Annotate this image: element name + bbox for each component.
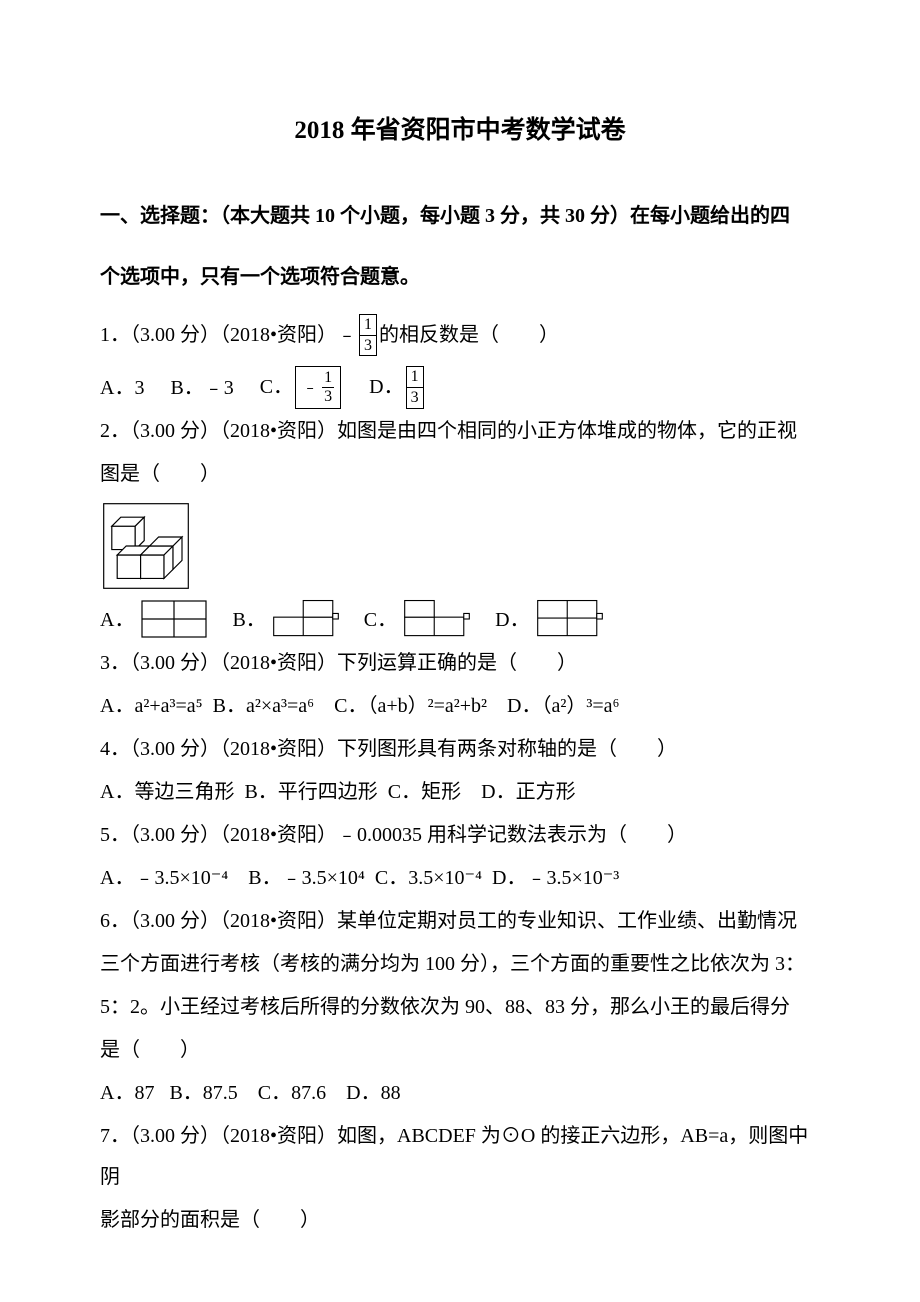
exam-title: 2018 年省资阳市中考数学试卷 [100, 105, 820, 156]
q1-suffix: 的相反数是（ ） [379, 315, 559, 356]
question-5-options: A．﹣3.5×10⁻⁴ B．﹣3.5×10⁴ C．3.5×10⁻⁴ D．﹣3.5… [100, 858, 820, 899]
cubes-3d-figure [100, 501, 192, 591]
q2-option-b: B． [232, 597, 341, 641]
q6-option-b: B．87.5 [169, 1082, 237, 1104]
q5-option-b: B．﹣3.5×10⁴ [248, 867, 365, 889]
q5-option-c: C．3.5×10⁻⁴ [375, 867, 482, 889]
q1-option-a: A．3 [100, 368, 144, 409]
q6-option-d: D．88 [346, 1082, 400, 1104]
q6-option-c: C．87.6 [258, 1082, 326, 1104]
q2-option-d: D． [495, 597, 605, 641]
q3-option-c: C．（a+b）²=a²+b² [334, 695, 487, 717]
section-1-header-line1: 一、选择题：（本大题共 10 个小题，每小题 3 分，共 30 分）在每小题给出… [100, 196, 820, 237]
front-view-a [138, 597, 210, 641]
question-6-line2: 三个方面进行考核（考核的满分均为 100 分），三个方面的重要性之比依次为 3： [100, 944, 820, 985]
question-3-options: A．a²+a³=a⁵ B．a²×a³=a⁶ C．（a+b）²=a²+b² D．（… [100, 686, 820, 727]
q2-label-a: A． [100, 600, 134, 641]
q3-option-d: D．（a²）³=a⁶ [507, 695, 619, 717]
q1-option-d-label: D． [369, 367, 403, 408]
q3-option-a: A．a²+a³=a⁵ [100, 695, 203, 717]
q1-option-b: B．﹣3 [170, 368, 233, 409]
front-view-d [534, 597, 606, 641]
q2-option-c: C． [364, 597, 473, 641]
q1-d-num: 1 [407, 367, 423, 388]
question-3-stem: 3．（3.00 分）（2018•资阳）下列运算正确的是（ ） [100, 643, 820, 684]
question-6-line4: 是（ ） [100, 1030, 820, 1071]
front-view-b [270, 597, 342, 641]
question-5-stem: 5．（3.00 分）（2018•资阳）﹣0.00035 用科学记数法表示为（ ） [100, 815, 820, 856]
question-2-options: A． B． C． [100, 597, 820, 641]
q2-label-d: D． [495, 600, 529, 641]
question-2-line1: 2．（3.00 分）（2018•资阳）如图是由四个相同的小正方体堆成的物体，它的… [100, 411, 820, 452]
q6-option-a: A．87 [100, 1082, 154, 1104]
q1-option-c-fraction: ﹣ 1 3 [295, 366, 341, 408]
question-6-options: A．87 B．87.5 C．87.6 D．88 [100, 1073, 820, 1114]
q4-option-b: B．平行四边形 [244, 781, 377, 803]
question-7-line2: 影部分的面积是（ ） [100, 1200, 820, 1241]
q1-prefix: 1．（3.00 分）（2018•资阳）﹣ [100, 315, 357, 356]
minus-icon: ﹣ [302, 379, 318, 397]
front-view-c [401, 597, 473, 641]
q2-label-c: C． [364, 600, 397, 641]
q1-fraction: 1 3 [359, 314, 377, 356]
q4-option-a: A．等边三角形 [100, 781, 234, 803]
q2-option-a: A． [100, 597, 210, 641]
q1-frac-num: 1 [360, 315, 376, 336]
q1-option-d-fraction: 1 3 [406, 366, 424, 408]
q5-option-d: D．﹣3.5×10⁻³ [492, 867, 619, 889]
question-4-options: A．等边三角形 B．平行四边形 C．矩形 D．正方形 [100, 772, 820, 813]
q5-option-a: A．﹣3.5×10⁻⁴ [100, 867, 228, 889]
question-6-line3: 5：2。小王经过考核后所得的分数依次为 90、88、83 分，那么小王的最后得分 [100, 987, 820, 1028]
q1-option-c-label: C． [260, 367, 293, 408]
section-1-header-line2: 个选项中，只有一个选项符合题意。 [100, 257, 820, 298]
q1-frac-den: 3 [360, 336, 376, 356]
q3-option-b: B．a²×a³=a⁶ [213, 695, 315, 717]
question-2-line2: 图是（ ） [100, 454, 820, 495]
question-4-stem: 4．（3.00 分）（2018•资阳）下列图形具有两条对称轴的是（ ） [100, 729, 820, 770]
q4-option-d: D．正方形 [481, 781, 575, 803]
q1-c-den: 3 [322, 388, 334, 406]
q4-option-c: C．矩形 [388, 781, 461, 803]
question-1-stem: 1．（3.00 分）（2018•资阳）﹣ 1 3 的相反数是（ ） [100, 314, 820, 356]
question-1-options: A．3 B．﹣3 C． ﹣ 1 3 D． 1 3 [100, 366, 820, 408]
question-7-line1: 7．（3.00 分）（2018•资阳）如图，ABCDEF 为⊙O 的接正六边形，… [100, 1116, 820, 1198]
q2-label-b: B． [232, 600, 265, 641]
q1-c-num: 1 [322, 369, 334, 388]
q1-d-den: 3 [407, 388, 423, 408]
question-6-line1: 6．（3.00 分）（2018•资阳）某单位定期对员工的专业知识、工作业绩、出勤… [100, 901, 820, 942]
